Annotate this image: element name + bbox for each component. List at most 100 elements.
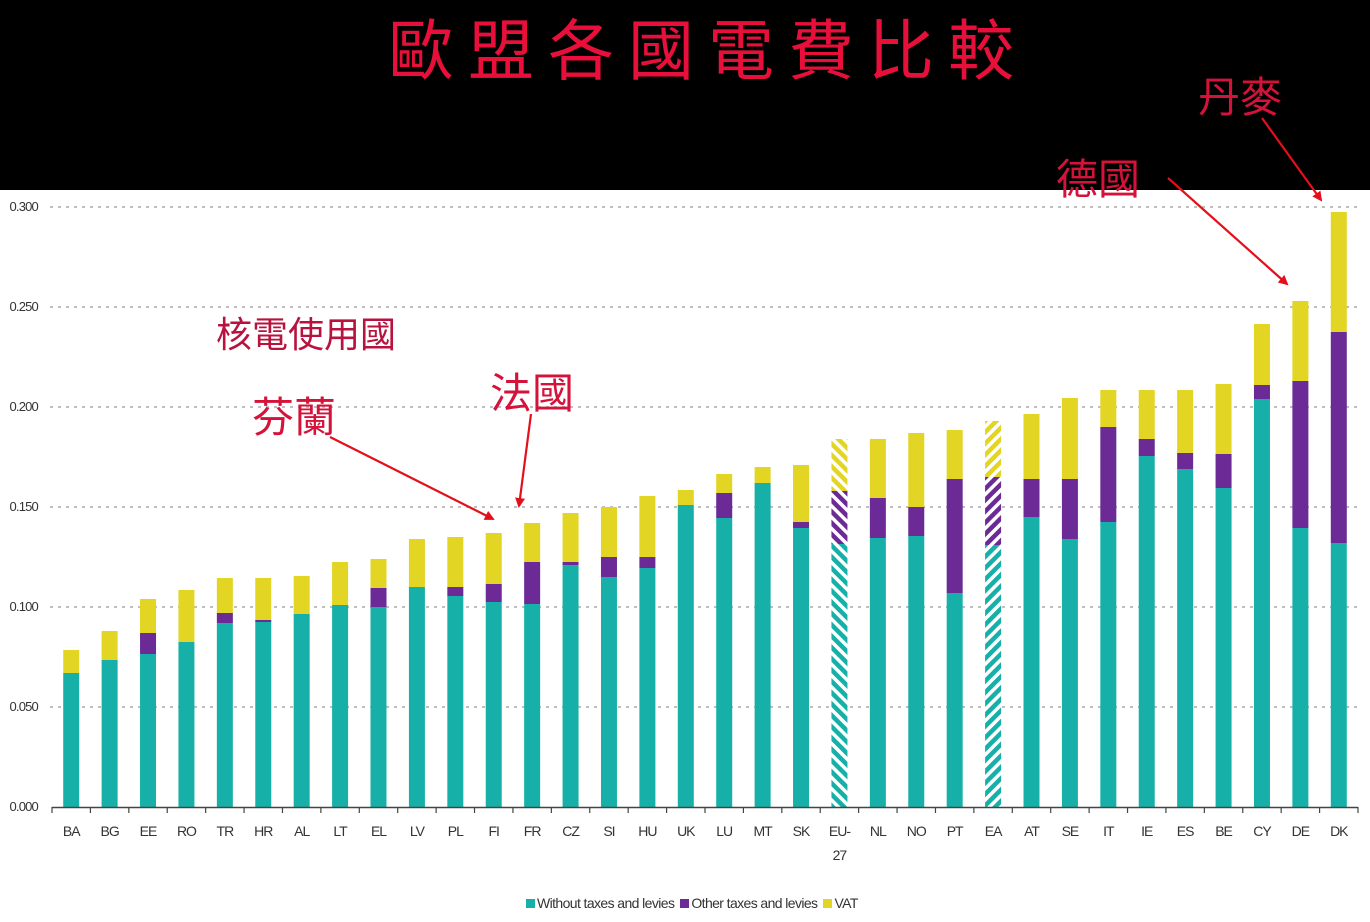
bar-ie [1138, 390, 1155, 807]
bar-segment-vat [793, 465, 810, 522]
legend-item-without-taxes: Without taxes and levies [526, 895, 675, 911]
bar-segment-without-taxes [639, 568, 656, 807]
bar-segment-other-taxes [793, 522, 810, 528]
legend: Without taxes and levies Other taxes and… [526, 895, 864, 911]
x-tick-label: SK [793, 823, 811, 839]
bar-segment-other-taxes [600, 557, 617, 577]
bar-el [370, 559, 387, 807]
bar-segment-without-taxes [1177, 469, 1194, 807]
x-tick-label: EU-27 [829, 823, 851, 863]
bar-segment-vat [831, 439, 848, 491]
bar-es [1177, 390, 1194, 807]
x-tick-label: NO [907, 823, 927, 839]
bar-segment-other-taxes [1215, 454, 1232, 488]
bar-segment-vat [1100, 390, 1117, 427]
bar-segment-other-taxes [562, 562, 579, 565]
bar-segment-vat [447, 537, 464, 587]
bar-ro [178, 590, 195, 807]
bar-pl [447, 537, 464, 807]
bar-segment-vat [101, 631, 118, 660]
bar-segment-without-taxes [716, 518, 733, 807]
bar-segment-without-taxes [946, 593, 963, 807]
bar-segment-without-taxes [101, 660, 118, 807]
bar-si [600, 507, 617, 807]
bar-segment-other-taxes [1023, 479, 1040, 517]
annotation-france: 法國 [490, 369, 575, 418]
title-banner [0, 0, 1370, 190]
bar-segment-vat [524, 523, 541, 562]
bar-ba [63, 650, 80, 807]
bar-fi [485, 533, 502, 807]
bar-segment-without-taxes [1023, 517, 1040, 807]
bar-fr [524, 523, 541, 807]
x-tick-label: LU [716, 823, 733, 839]
bar-segment-vat [485, 533, 502, 584]
x-tick-label: DK [1330, 823, 1349, 839]
bar-segment-vat [255, 578, 272, 620]
bar-segment-other-taxes [255, 620, 272, 622]
bar-it [1100, 390, 1117, 807]
x-axis-labels: BA BG EE RO TR HR AL LT EL LV PL FI FR CZ SI HU UK LU MT SK… [63, 823, 1350, 863]
x-tick-label: EL [371, 823, 387, 839]
x-tick-label: DE [1292, 823, 1310, 839]
x-tick-label: NL [870, 823, 887, 839]
bar-segment-without-taxes [985, 545, 1002, 807]
annotation-finland: 芬蘭 [252, 393, 337, 442]
x-tick-label: PT [947, 823, 964, 839]
bar-segment-without-taxes [1138, 456, 1155, 807]
bar-segment-without-taxes [447, 596, 464, 807]
bar-segment-without-taxes [1215, 488, 1232, 807]
bar-segment-without-taxes [600, 577, 617, 807]
bar-segment-vat [1138, 390, 1155, 439]
bar-segment-vat [754, 467, 771, 483]
bar-uk [677, 490, 694, 807]
x-tick-label: TR [217, 823, 235, 839]
bar-segment-other-taxes [869, 498, 886, 538]
x-tick-label: CZ [562, 823, 580, 839]
bar-segment-vat [946, 430, 963, 479]
legend-item-other-taxes: Other taxes and levies [680, 895, 818, 911]
bar-segment-without-taxes [178, 642, 195, 807]
bar-segment-vat [1215, 384, 1232, 454]
bar-segment-other-taxes [370, 588, 387, 607]
bar-segment-other-taxes [216, 613, 233, 623]
bar-tr [216, 578, 233, 807]
bar-segment-other-taxes [639, 557, 656, 568]
x-tick-label: SI [603, 823, 614, 839]
bar-cy [1253, 324, 1270, 807]
x-tick-label: LT [333, 823, 348, 839]
y-axis-ticks: 0.000 0.050 0.100 0.150 0.200 0.250 0.300 [9, 199, 39, 814]
chart-title: 歐盟各國電費比較 [388, 13, 1028, 90]
x-tick-label: EA [985, 823, 1003, 839]
x-tick-label: SE [1062, 823, 1079, 839]
bar-segment-other-taxes [831, 491, 848, 544]
bar-segment-without-taxes [63, 673, 80, 807]
bar-ee [140, 599, 157, 807]
bar-segment-vat [1023, 414, 1040, 479]
bar-segment-vat [178, 590, 195, 642]
bar-nl [869, 439, 886, 807]
bar-dk [1330, 212, 1347, 807]
bar-segment-other-taxes [1177, 453, 1194, 469]
x-tick-label: BA [63, 823, 81, 839]
x-tick-label: EE [140, 823, 157, 839]
bar-lv [408, 539, 425, 807]
bar-segment-vat [600, 507, 617, 557]
bar-segment-vat [716, 474, 733, 493]
bar-segment-vat [908, 433, 925, 507]
bar-segment-other-taxes [1330, 332, 1347, 543]
legend-label-vat: VAT [834, 895, 858, 911]
bar-segment-without-taxes [140, 654, 157, 807]
bar-segment-without-taxes [216, 623, 233, 807]
x-tick-label: PL [448, 823, 464, 839]
bar-segment-other-taxes [1138, 439, 1155, 456]
x-tick-label: HU [638, 823, 657, 839]
bar-de [1292, 301, 1309, 807]
bar-segment-other-taxes [716, 493, 733, 518]
bar-al [293, 576, 310, 807]
bar-segment-other-taxes [140, 633, 157, 654]
bar-se [1061, 398, 1078, 807]
bar-segment-vat [140, 599, 157, 633]
y-tick-label: 0.300 [9, 199, 38, 214]
bar-segment-without-taxes [255, 622, 272, 807]
